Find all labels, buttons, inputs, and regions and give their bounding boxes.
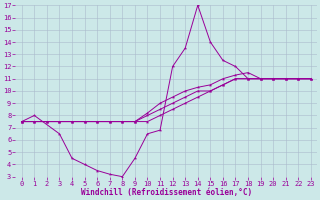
X-axis label: Windchill (Refroidissement éolien,°C): Windchill (Refroidissement éolien,°C) — [81, 188, 252, 197]
